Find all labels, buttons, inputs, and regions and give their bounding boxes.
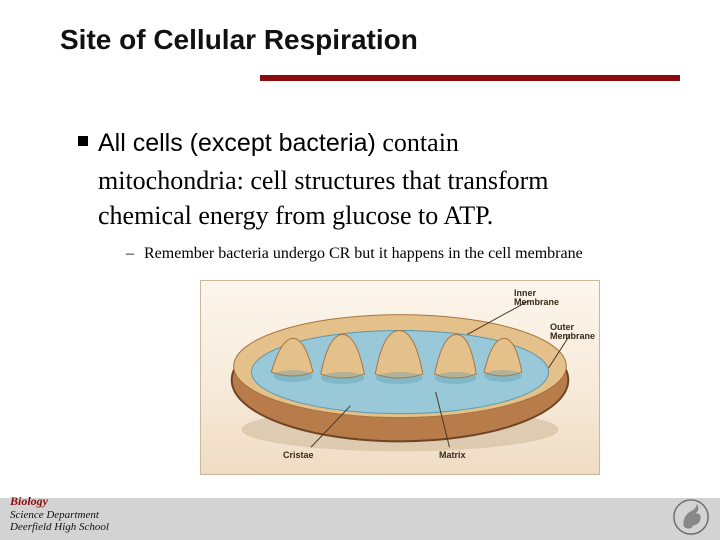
bullet-lead: All cells (except bacteria) — [98, 129, 376, 157]
label-inner-membrane: Inner Membrane — [514, 289, 559, 308]
title-underline — [260, 75, 680, 81]
bullet-line-2: mitochondria: cell structures that trans… — [98, 163, 660, 198]
school-logo-icon — [672, 498, 710, 536]
bullet-square-icon — [78, 136, 88, 146]
footer-school: Deerfield High School — [10, 521, 109, 533]
page-title: Site of Cellular Respiration — [60, 24, 418, 56]
footer-course: Biology — [10, 494, 48, 508]
bullet-row: All cells (except bacteria) contain — [78, 125, 660, 161]
mitochondrion-diagram: Inner Membrane Outer Membrane Cristae Ma… — [200, 280, 600, 475]
bullet-lead-serif: contain — [376, 128, 459, 157]
footer-dept: Science Department — [10, 509, 99, 521]
bullet-line-1: All cells (except bacteria) contain — [98, 125, 459, 161]
mitochondrion-svg — [201, 281, 599, 474]
content-block: All cells (except bacteria) contain mito… — [78, 125, 660, 265]
footer-text: Biology Science Department Deerfield Hig… — [10, 495, 109, 534]
sub-bullet-text: Remember bacteria undergo CR but it happ… — [144, 243, 583, 265]
bullet-line-3: chemical energy from glucose to ATP. — [98, 198, 660, 233]
label-matrix: Matrix — [439, 451, 466, 460]
label-cristae: Cristae — [283, 451, 314, 460]
dash-icon: – — [126, 243, 134, 265]
sub-bullet-row: – Remember bacteria undergo CR but it ha… — [126, 243, 660, 265]
label-outer-membrane: Outer Membrane — [550, 323, 595, 342]
slide: Site of Cellular Respiration All cells (… — [0, 0, 720, 540]
